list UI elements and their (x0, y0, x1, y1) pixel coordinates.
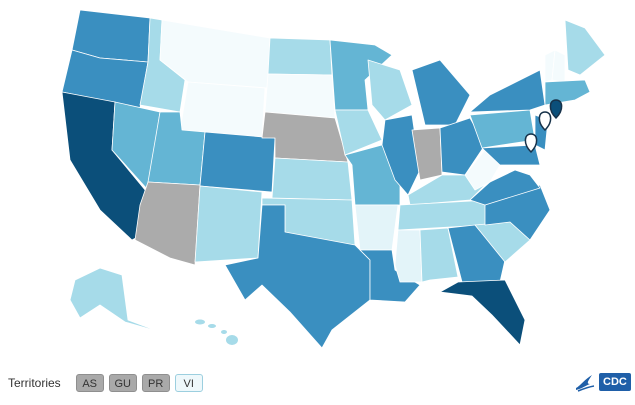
territories-legend: Territories AS GU PR VI (8, 374, 203, 392)
state[interactable] (264, 73, 336, 119)
state[interactable] (469, 69, 546, 113)
state[interactable] (69, 267, 161, 333)
state[interactable] (481, 144, 541, 166)
cdc-logo: CDC (574, 372, 631, 392)
territory-button[interactable]: VI (174, 374, 203, 392)
state[interactable] (564, 19, 606, 76)
island[interactable] (221, 330, 227, 334)
us-map (61, 9, 606, 349)
island[interactable] (208, 324, 216, 328)
territories-label: Territories (8, 376, 61, 390)
territory-button[interactable]: GU (108, 374, 137, 392)
state[interactable] (194, 185, 263, 263)
state[interactable] (179, 81, 266, 139)
state[interactable] (354, 204, 399, 251)
state[interactable] (267, 37, 333, 76)
state[interactable] (439, 279, 526, 346)
state[interactable] (464, 149, 501, 191)
state[interactable] (411, 59, 471, 126)
island[interactable] (226, 335, 238, 345)
map-pin[interactable] (538, 111, 552, 132)
state[interactable] (544, 79, 591, 106)
territory-button[interactable]: AS (75, 374, 104, 392)
state[interactable] (334, 109, 383, 156)
territory-button[interactable]: PR (141, 374, 170, 392)
state[interactable] (394, 229, 423, 283)
state[interactable] (199, 131, 276, 193)
state[interactable] (439, 117, 486, 176)
hhs-eagle (576, 375, 595, 392)
state[interactable] (419, 227, 459, 283)
map-pin[interactable] (549, 99, 563, 120)
island[interactable] (195, 319, 205, 325)
map-pin[interactable] (524, 133, 538, 154)
state[interactable] (367, 59, 413, 121)
state[interactable] (359, 249, 421, 303)
state[interactable] (261, 111, 349, 163)
state[interactable] (271, 157, 353, 201)
state[interactable] (224, 204, 371, 349)
cdc-text: CDC (599, 373, 631, 391)
state[interactable] (447, 224, 506, 283)
state[interactable] (484, 184, 551, 241)
state[interactable] (134, 181, 201, 266)
